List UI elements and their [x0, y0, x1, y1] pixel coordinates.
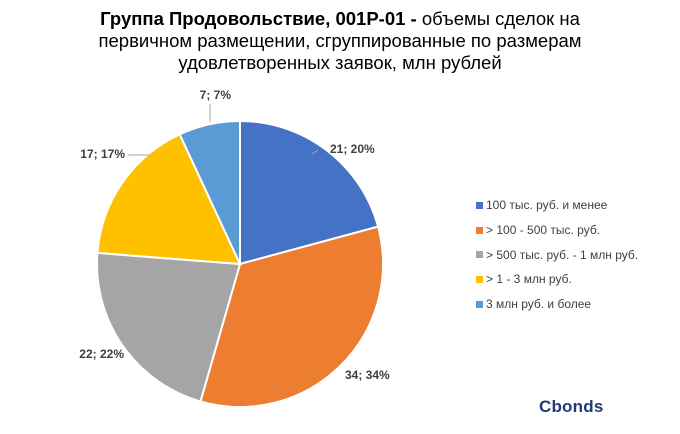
legend-label: > 500 тыс. руб. - 1 млн руб.: [486, 247, 639, 262]
legend-swatch: [476, 300, 483, 308]
legend-swatch: [476, 226, 483, 234]
legend-item: 3 млн руб. и более: [476, 292, 638, 317]
chart-title-line2: первичном размещении, сгруппированные по…: [98, 30, 582, 51]
legend-item: > 500 тыс. руб. - 1 млн руб.: [476, 242, 638, 267]
chart-title-line1: объемы сделок на: [416, 8, 580, 29]
legend-item: 100 тыс. руб. и менее: [476, 193, 638, 218]
data-label: 21; 20%: [330, 142, 375, 156]
data-label: 7; 7%: [200, 88, 232, 102]
data-label: 22; 22%: [79, 347, 124, 361]
pie-slice: [239, 119, 380, 266]
legend-swatch: [476, 275, 483, 283]
legend-label: > 1 - 3 млн руб.: [486, 272, 572, 287]
leader-line: [311, 149, 319, 155]
pie-slice: [199, 225, 384, 408]
data-label: 17; 17%: [80, 147, 125, 161]
legend-swatch: [476, 251, 483, 259]
chart-title-bold: Группа Продовольствие, 001Р-01 -: [100, 8, 417, 29]
pie-slice: [96, 133, 242, 266]
pie-slice: [178, 119, 241, 265]
pie-slice: [96, 251, 242, 403]
legend-label: 3 млн руб. и более: [486, 297, 592, 312]
chart-legend: 100 тыс. руб. и менее > 100 - 500 тыс. ру…: [476, 193, 638, 316]
chart-title: Группа Продовольствие, 001Р-01 - объемы …: [20, 8, 660, 74]
legend-item: > 100 - 500 тыс. руб.: [476, 218, 638, 243]
chart-title-line3: удовлетворенных заявок, млн рублей: [178, 52, 502, 73]
legend-label: > 100 - 500 тыс. руб.: [486, 223, 601, 238]
legend-label: 100 тыс. руб. и менее: [486, 198, 608, 213]
legend-swatch: [476, 201, 483, 209]
legend-item: > 1 - 3 млн руб.: [476, 267, 638, 292]
data-label: 34; 34%: [345, 368, 390, 382]
cbonds-logo: Cbonds: [539, 397, 604, 416]
